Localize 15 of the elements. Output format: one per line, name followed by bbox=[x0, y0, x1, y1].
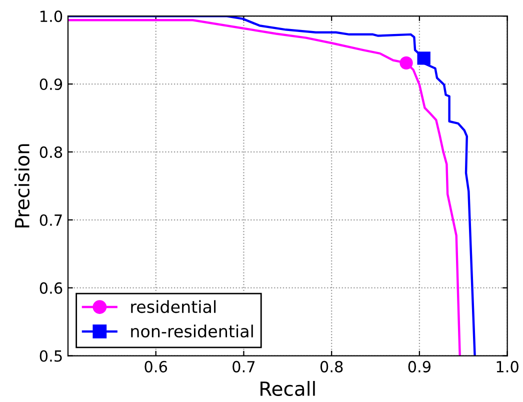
y-tick-label: 0.9 bbox=[40, 78, 62, 90]
legend-label: non-residential bbox=[131, 324, 253, 338]
x-tick-label: 0.9 bbox=[408, 360, 431, 372]
y-tick-label: 0.7 bbox=[40, 214, 62, 226]
y-tick-label: 0.8 bbox=[40, 146, 62, 158]
y-tick-label: 0.6 bbox=[40, 282, 62, 294]
x-tick-label: 0.8 bbox=[320, 360, 343, 372]
x-tick-label: 1.0 bbox=[496, 360, 518, 372]
x-tick-label: 0.6 bbox=[144, 360, 168, 372]
x-axis-title: Recall bbox=[260, 380, 315, 396]
y-tick-label: 0.5 bbox=[40, 350, 62, 362]
y-axis-title: Precision bbox=[14, 144, 30, 228]
legend-label: residential bbox=[131, 300, 216, 314]
x-tick-label: 0.7 bbox=[232, 360, 255, 372]
y-tick-label: 1.0 bbox=[40, 10, 62, 22]
